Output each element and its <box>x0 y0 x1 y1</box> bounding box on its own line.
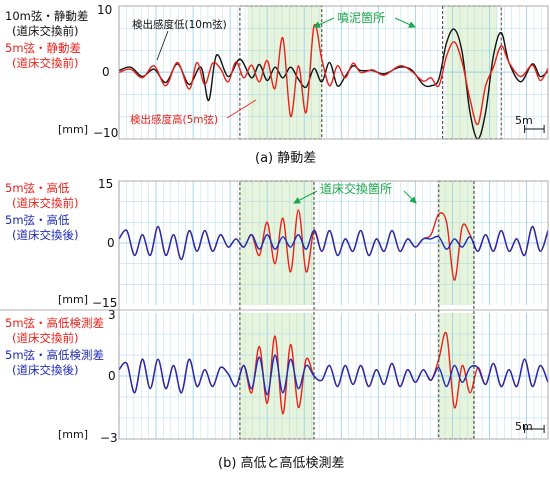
panel-a-ytick-bottom: −10 <box>93 126 118 140</box>
caption-a: (a) 静動差 <box>255 151 316 166</box>
annotation-replacement-arrow-right <box>403 190 417 204</box>
panel-b1-series-blue-line <box>118 225 549 261</box>
annotation-high-sensitivity: 検出感度高(5m弦) <box>130 113 218 126</box>
panel-b2-legend-line-2: (道床交換前) <box>12 331 78 345</box>
panel-a-legend-line-1: 10m弦・静動差 <box>5 9 88 23</box>
annotation-mud-arrow-left <box>313 17 335 28</box>
panel-a-series <box>118 23 549 140</box>
annotation-low-leader <box>156 30 169 61</box>
panel-a-series-black-line <box>118 28 549 140</box>
annotation-high-leader <box>226 99 257 119</box>
panel-a-legend-line-2: (道床交換前) <box>12 24 78 38</box>
panel-a: 10 0 −10 [mm] 10m弦・静動差 (道床交換前) 5m弦・静動差 (… <box>5 3 549 140</box>
panel-b1-ytick-bottom: −15 <box>92 296 117 310</box>
panel-b1-legend-line-1: 5m弦・高低 <box>5 181 70 195</box>
panel-a-series-red-line <box>118 23 549 126</box>
annotation-replacement-arrow-left <box>293 190 318 204</box>
panel-b1-legend-line-2: (道床交換前) <box>12 196 78 210</box>
panel-b2-series <box>118 331 549 415</box>
panel-b2-ytick-zero: 0 <box>108 369 116 383</box>
panel-b2-legend-line-4: (道床交換後) <box>12 363 78 377</box>
panel-a-legend-line-3: 5m弦・静動差 <box>5 41 81 55</box>
panel-a-ytick-zero: 0 <box>102 65 110 79</box>
panel-a-ytick-top: 10 <box>97 3 112 17</box>
panel-b2-scale-bar: 5m <box>515 420 545 433</box>
panel-b2-ytick-top: 3 <box>108 308 116 322</box>
panel-a-grid <box>118 6 548 139</box>
panel-b1-legend-line-4: (道床交換後) <box>12 228 78 242</box>
panel-b2-legend-line-1: 5m弦・高低検測差 <box>5 316 104 330</box>
panel-a-legend-line-4: (道床交換前) <box>12 56 78 70</box>
panel-b2-scale-bar-label: 5m <box>515 420 533 433</box>
annotation-mud-arrow-right <box>394 17 416 28</box>
panel-b2-series-blue-line <box>118 354 549 396</box>
caption-b: (b) 高低と高低検測差 <box>218 455 345 471</box>
panel-b2-ylabel: [mm] <box>58 428 88 441</box>
panel-b2-legend-line-3: 5m弦・高低検測差 <box>5 348 104 362</box>
annotation-mud-spot: 噴泥箇所 <box>337 11 385 25</box>
panel-b2-ytick-bottom: −3 <box>100 431 118 445</box>
panel-b1-ytick-zero: 0 <box>107 236 115 250</box>
panel-b1-series <box>118 209 549 281</box>
panel-b2: 3 0 −3 [mm] 5m弦・高低検測差 (道床交換前) 5m弦・高低検測差 … <box>5 308 549 445</box>
panel-a-ylabel: [mm] <box>58 123 88 136</box>
panel-b1-ylabel: [mm] <box>58 293 88 306</box>
panel-a-scale-bar-label: 5m <box>515 114 533 127</box>
panel-a-scale-bar: 5m <box>515 114 545 133</box>
panel-a-frame <box>118 5 549 140</box>
annotation-low-sensitivity: 検出感度低(10m弦) <box>132 18 227 31</box>
panel-b1: 15 0 −15 [mm] 5m弦・高低 (道床交換前) 5m弦・高低 (道床交… <box>5 177 549 310</box>
panel-b1-ytick-top: 15 <box>98 177 113 191</box>
panel-b1-legend-line-3: 5m弦・高低 <box>5 213 70 227</box>
annotation-replacement-area: 道床交換箇所 <box>320 181 392 196</box>
